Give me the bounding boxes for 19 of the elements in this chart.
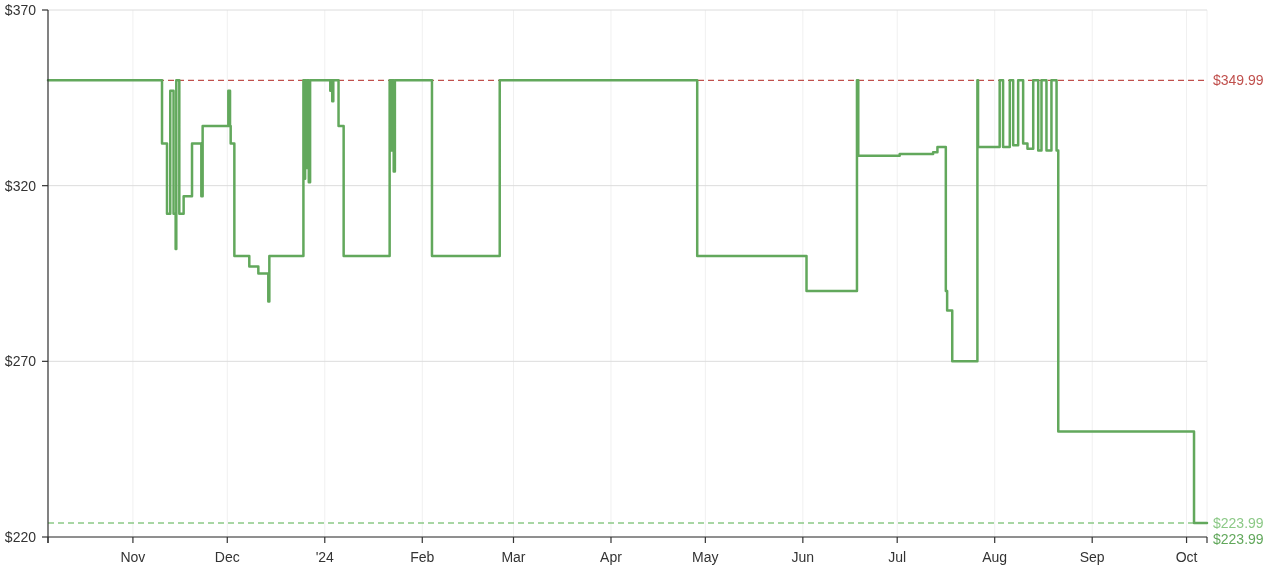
ref-line-label: $223.99 xyxy=(1213,514,1264,531)
annotation: $223.99 xyxy=(1213,530,1264,547)
x-tick-label: '24 xyxy=(315,549,335,565)
x-tick-label: Aug xyxy=(982,549,1008,565)
ref-line-label: $349.99 xyxy=(1213,72,1264,89)
y-tick-label: $220 xyxy=(4,529,37,545)
x-tick-label: Jul xyxy=(888,549,907,565)
y-tick-label: $320 xyxy=(4,177,37,194)
x-tick-label: Jun xyxy=(791,549,815,565)
y-tick-label: $370 xyxy=(4,2,37,18)
x-tick-label: Nov xyxy=(120,549,146,565)
x-tick-label: Feb xyxy=(410,549,435,565)
x-tick-label: Sep xyxy=(1079,549,1105,565)
y-tick-label: $270 xyxy=(4,353,37,370)
x-tick-label: Dec xyxy=(214,549,240,565)
x-tick-label: May xyxy=(692,549,719,565)
x-tick-label: Mar xyxy=(501,549,526,565)
x-tick-label: Apr xyxy=(600,549,623,565)
x-tick-label: Oct xyxy=(1175,549,1198,565)
